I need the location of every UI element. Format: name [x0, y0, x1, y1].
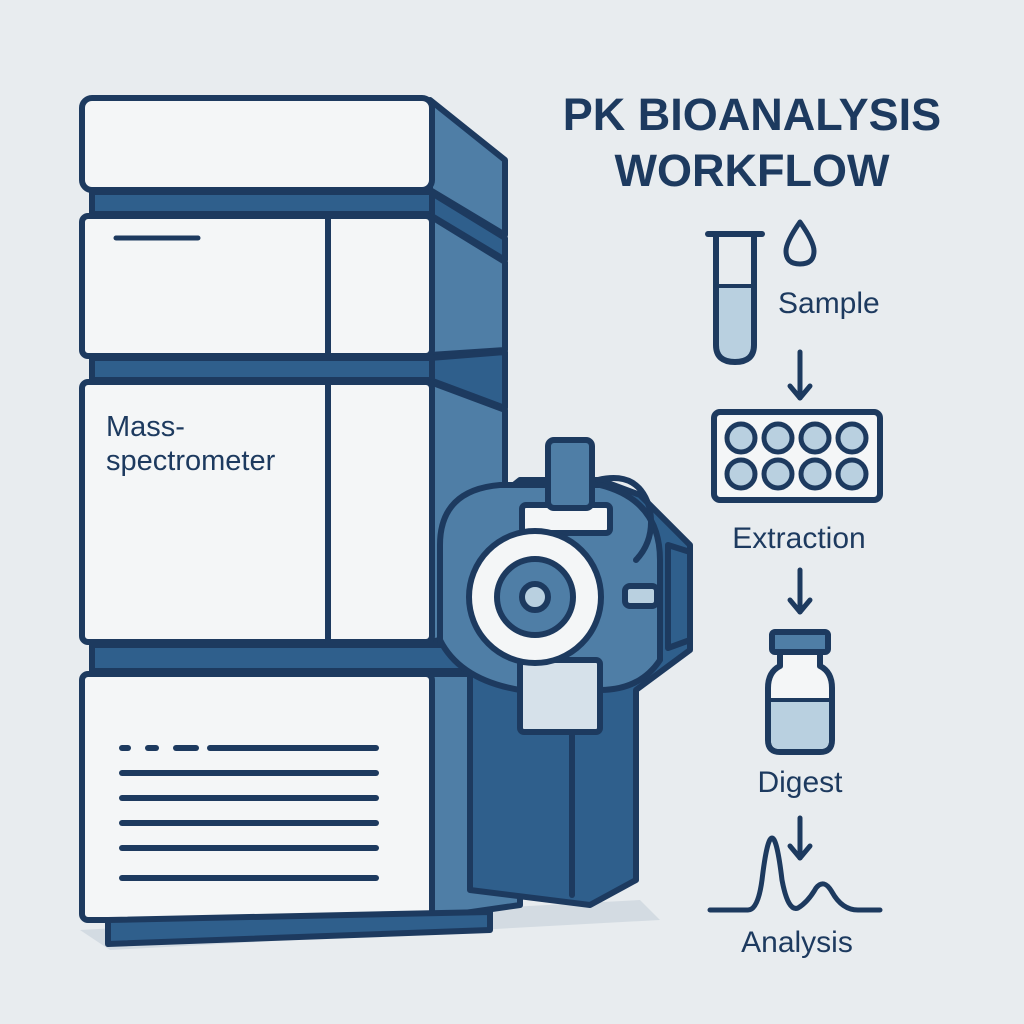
test-tube-icon [705, 231, 765, 365]
arrow-down-icon [787, 349, 813, 401]
step-sample-label: Sample [778, 287, 880, 320]
instrument-base [105, 909, 493, 947]
instrument-band-2 [89, 355, 435, 383]
chromatogram-icon [707, 835, 883, 913]
vent-lines [119, 745, 379, 881]
source-window-inner [519, 581, 551, 613]
instrument-top-lid [79, 95, 435, 193]
diagram-title-line2: WORKFLOW [615, 145, 890, 196]
arrow-down-icon [787, 815, 813, 861]
vial-icon [765, 629, 835, 755]
step-digest-label: Digest [757, 766, 843, 799]
diagram-title-line1: PK BIOANALYSIS [563, 89, 941, 140]
well-plate-icon [711, 409, 883, 503]
step-extraction-label: Extraction [732, 522, 865, 555]
instrument-label-line2: spectrometer [106, 445, 276, 477]
instrument-band-3 [89, 642, 475, 674]
arrow-down-icon [787, 567, 813, 615]
inlet-tube [545, 437, 595, 511]
ion-source-unit [437, 437, 693, 908]
step-analysis-label: Analysis [741, 926, 853, 959]
instrument-label-line1: Mass- [106, 411, 185, 443]
droplet-icon [783, 219, 817, 267]
side-bracket [665, 542, 693, 651]
side-knob [622, 583, 660, 609]
inlet-hose [595, 475, 654, 563]
body-lower-panel [517, 657, 603, 735]
instrument-band-1 [89, 189, 435, 217]
